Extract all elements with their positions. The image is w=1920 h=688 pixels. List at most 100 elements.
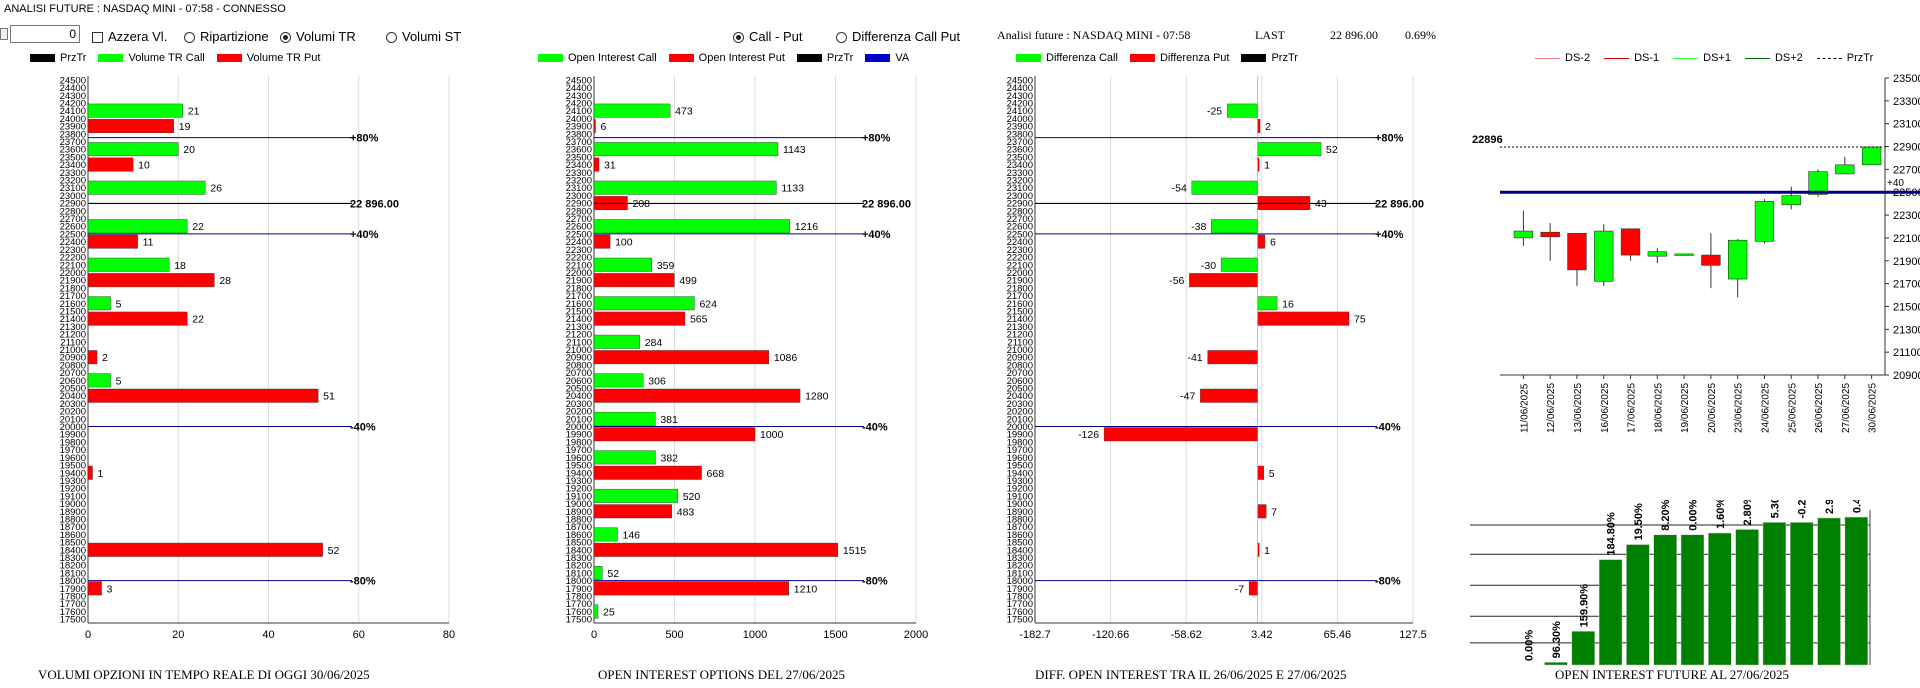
date-label: 25/06/2025 bbox=[1787, 383, 1798, 433]
call-put-radio[interactable]: Call - Put bbox=[733, 29, 802, 45]
y-tick-label: 23300 bbox=[1893, 96, 1920, 108]
oi-bar-label: -0.20% bbox=[1797, 500, 1809, 518]
strike-label: 17700 bbox=[566, 599, 592, 610]
strike-label: 19900 bbox=[60, 430, 86, 441]
candle-body bbox=[1620, 228, 1641, 256]
strike-label: 19800 bbox=[566, 437, 592, 448]
strike-label: 22600 bbox=[566, 222, 592, 233]
call-value-label: 5 bbox=[116, 375, 122, 387]
put-value-label: 5 bbox=[1269, 468, 1275, 480]
call-bar bbox=[593, 142, 779, 157]
strike-label: 22100 bbox=[60, 260, 86, 271]
call-bar bbox=[593, 565, 603, 580]
call-value-label: 20 bbox=[183, 144, 195, 156]
y-tick-label: 22300 bbox=[1893, 210, 1920, 222]
strike-label: 20000 bbox=[1007, 422, 1033, 433]
call-value-label: 16 bbox=[1282, 298, 1294, 310]
strike-label: 23400 bbox=[60, 160, 86, 171]
call-value-label: 18 bbox=[174, 260, 186, 272]
diff-call-put-label: Differenza Call Put bbox=[852, 29, 961, 44]
strike-label: 23600 bbox=[60, 145, 86, 156]
volumi-chart: 0 20 40 60 802450024400243002420024100240002… bbox=[60, 75, 456, 641]
x-tick-label: 127.5 bbox=[1399, 629, 1427, 641]
put-bar bbox=[1200, 388, 1258, 403]
put-bar bbox=[87, 234, 138, 249]
strike-label: 19300 bbox=[60, 476, 86, 487]
strike-label: 18800 bbox=[1007, 514, 1033, 525]
volumi-tr-radio[interactable]: Volumi TR bbox=[280, 29, 356, 45]
put-bar bbox=[87, 388, 319, 403]
ripartizione-radio[interactable]: Ripartizione bbox=[184, 29, 269, 45]
strike-label: 21900 bbox=[60, 276, 86, 287]
spin-button[interactable] bbox=[0, 28, 8, 40]
strike-label: 24100 bbox=[1007, 106, 1033, 117]
strike-label: 24200 bbox=[60, 98, 86, 109]
strike-label: 20900 bbox=[60, 353, 86, 364]
strike-label: 18300 bbox=[566, 553, 592, 564]
strike-label: 21200 bbox=[566, 330, 592, 341]
level-label: +40% bbox=[1375, 229, 1404, 241]
legend-item: Differenza Put bbox=[1159, 52, 1230, 64]
strike-label: 20800 bbox=[60, 360, 86, 371]
strike-label: 21700 bbox=[1007, 291, 1033, 302]
level-label: -40% bbox=[1375, 422, 1401, 434]
strike-label: 22000 bbox=[1007, 268, 1033, 279]
legend-item: VA bbox=[895, 52, 910, 64]
put-value-label: 6 bbox=[1270, 237, 1276, 249]
strike-label: 19900 bbox=[1007, 430, 1033, 441]
put-bar bbox=[1189, 273, 1258, 288]
strike-label: 21700 bbox=[566, 291, 592, 302]
call-value-label: -30 bbox=[1201, 260, 1216, 272]
strike-label: 23200 bbox=[1007, 176, 1033, 187]
x-tick-label: 0 bbox=[85, 629, 91, 641]
strike-label: 23300 bbox=[566, 168, 592, 179]
strike-label: 18900 bbox=[60, 507, 86, 518]
strike-label: 23900 bbox=[60, 122, 86, 133]
spin-input[interactable]: 0 bbox=[10, 25, 80, 43]
put-bar bbox=[87, 350, 98, 365]
strike-label: 24500 bbox=[566, 75, 592, 86]
y-tick-label: 21100 bbox=[1893, 347, 1920, 359]
call-put-label: Call - Put bbox=[749, 29, 803, 44]
oi-future-chart: 0.00% 96.30% 159.90% 184.80% 19.50% 8.20% 0.00… bbox=[1470, 500, 1871, 666]
candle-body bbox=[1674, 253, 1694, 256]
strike-label: 19100 bbox=[1007, 491, 1033, 502]
date-label: 20/06/2025 bbox=[1707, 383, 1718, 433]
date-label: 19/06/2025 bbox=[1680, 383, 1691, 433]
strike-label: 22300 bbox=[60, 245, 86, 256]
azzera-checkbox[interactable]: Azzera Vl. bbox=[92, 29, 167, 45]
strike-label: 20300 bbox=[60, 399, 86, 410]
call-value-label: 624 bbox=[699, 298, 717, 310]
strike-label: 20100 bbox=[60, 414, 86, 425]
put-value-label: 1280 bbox=[805, 391, 829, 403]
put-bar bbox=[87, 273, 215, 288]
strike-label: 21600 bbox=[1007, 299, 1033, 310]
strike-label: 23700 bbox=[566, 137, 592, 148]
put-bar bbox=[1257, 311, 1350, 326]
call-value-label: 381 bbox=[660, 414, 678, 426]
put-value-label: 3 bbox=[107, 583, 113, 595]
strike-label: 24300 bbox=[60, 91, 86, 102]
x-tick-label: -182.7 bbox=[1019, 629, 1050, 641]
open-interest-chart: 0 500 1000 1500 2000 245002440024300242002410… bbox=[566, 75, 929, 641]
oi-bar bbox=[1571, 631, 1595, 666]
oi-bar-label: 2.80% bbox=[1742, 500, 1754, 525]
strike-label: 19000 bbox=[60, 499, 86, 510]
call-bar bbox=[593, 103, 671, 118]
strike-label: 18800 bbox=[60, 514, 86, 525]
strike-label: 18500 bbox=[1007, 538, 1033, 549]
volumi-st-radio[interactable]: Volumi ST bbox=[386, 29, 461, 45]
strike-label: 20200 bbox=[1007, 407, 1033, 418]
oi-bar bbox=[1626, 544, 1650, 666]
x-tick-label: 3.42 bbox=[1251, 629, 1272, 641]
strike-label: 23100 bbox=[1007, 183, 1033, 194]
strike-label: 18500 bbox=[566, 538, 592, 549]
strike-label: 20300 bbox=[1007, 399, 1033, 410]
strike-label: 18100 bbox=[60, 568, 86, 579]
y-tick-label: 22900 bbox=[1893, 142, 1920, 154]
strike-label: 21500 bbox=[60, 306, 86, 317]
strike-label: 20700 bbox=[60, 368, 86, 379]
strike-label: 22000 bbox=[566, 268, 592, 279]
diff-call-put-radio[interactable]: Differenza Call Put bbox=[836, 29, 960, 45]
strike-label: 23600 bbox=[566, 145, 592, 156]
